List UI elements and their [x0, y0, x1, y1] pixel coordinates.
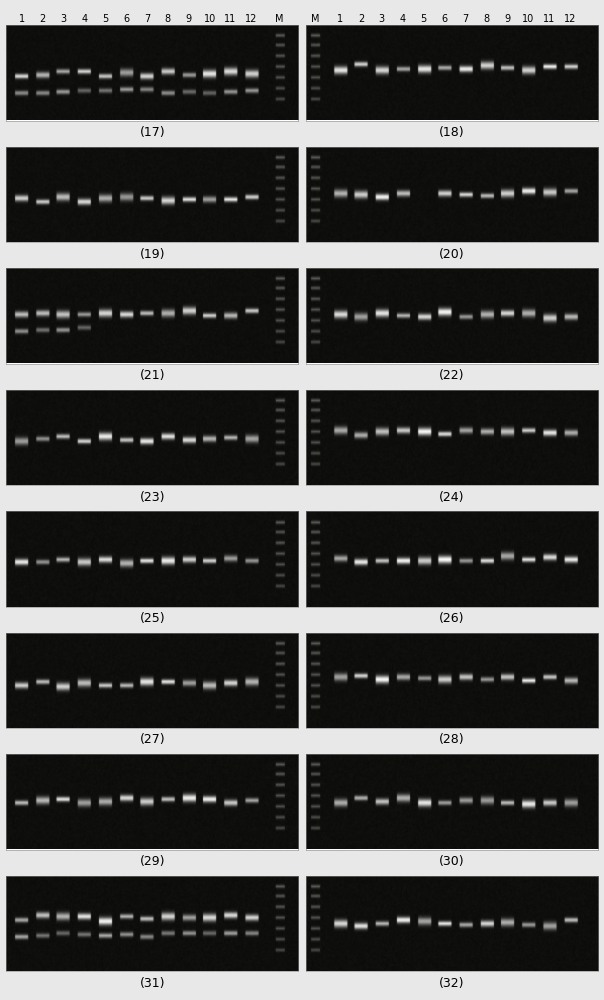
Text: (27): (27) [140, 734, 165, 746]
Text: (17): (17) [140, 126, 165, 139]
Text: 11: 11 [225, 14, 237, 24]
Text: 5: 5 [102, 14, 108, 24]
Text: 4: 4 [400, 14, 406, 24]
Text: 4: 4 [82, 14, 88, 24]
Text: (18): (18) [439, 126, 464, 139]
Text: 2: 2 [39, 14, 46, 24]
Text: 12: 12 [245, 14, 257, 24]
Text: (19): (19) [140, 248, 165, 261]
Text: 9: 9 [504, 14, 510, 24]
Text: (30): (30) [439, 855, 464, 868]
Text: 3: 3 [60, 14, 66, 24]
Text: (29): (29) [140, 855, 165, 868]
Text: (25): (25) [140, 612, 165, 625]
Text: 3: 3 [379, 14, 385, 24]
Text: 8: 8 [483, 14, 489, 24]
Text: 8: 8 [165, 14, 171, 24]
Text: (32): (32) [439, 976, 464, 990]
Text: (31): (31) [140, 976, 165, 990]
Text: (26): (26) [439, 612, 464, 625]
Text: 1: 1 [337, 14, 343, 24]
Text: 1: 1 [19, 14, 25, 24]
Text: M: M [311, 14, 320, 24]
Text: (20): (20) [439, 248, 464, 261]
Text: 6: 6 [123, 14, 129, 24]
Text: 12: 12 [564, 14, 576, 24]
Text: 10: 10 [522, 14, 534, 24]
Text: 5: 5 [420, 14, 427, 24]
Text: (24): (24) [439, 490, 464, 504]
Text: 11: 11 [543, 14, 555, 24]
Text: (28): (28) [439, 734, 464, 746]
Text: 2: 2 [358, 14, 364, 24]
Text: 7: 7 [144, 14, 150, 24]
Text: 6: 6 [442, 14, 448, 24]
Text: M: M [275, 14, 284, 24]
Text: 10: 10 [204, 14, 216, 24]
Text: (22): (22) [439, 369, 464, 382]
Text: (21): (21) [140, 369, 165, 382]
Text: 9: 9 [185, 14, 192, 24]
Text: 7: 7 [462, 14, 469, 24]
Text: (23): (23) [140, 490, 165, 504]
